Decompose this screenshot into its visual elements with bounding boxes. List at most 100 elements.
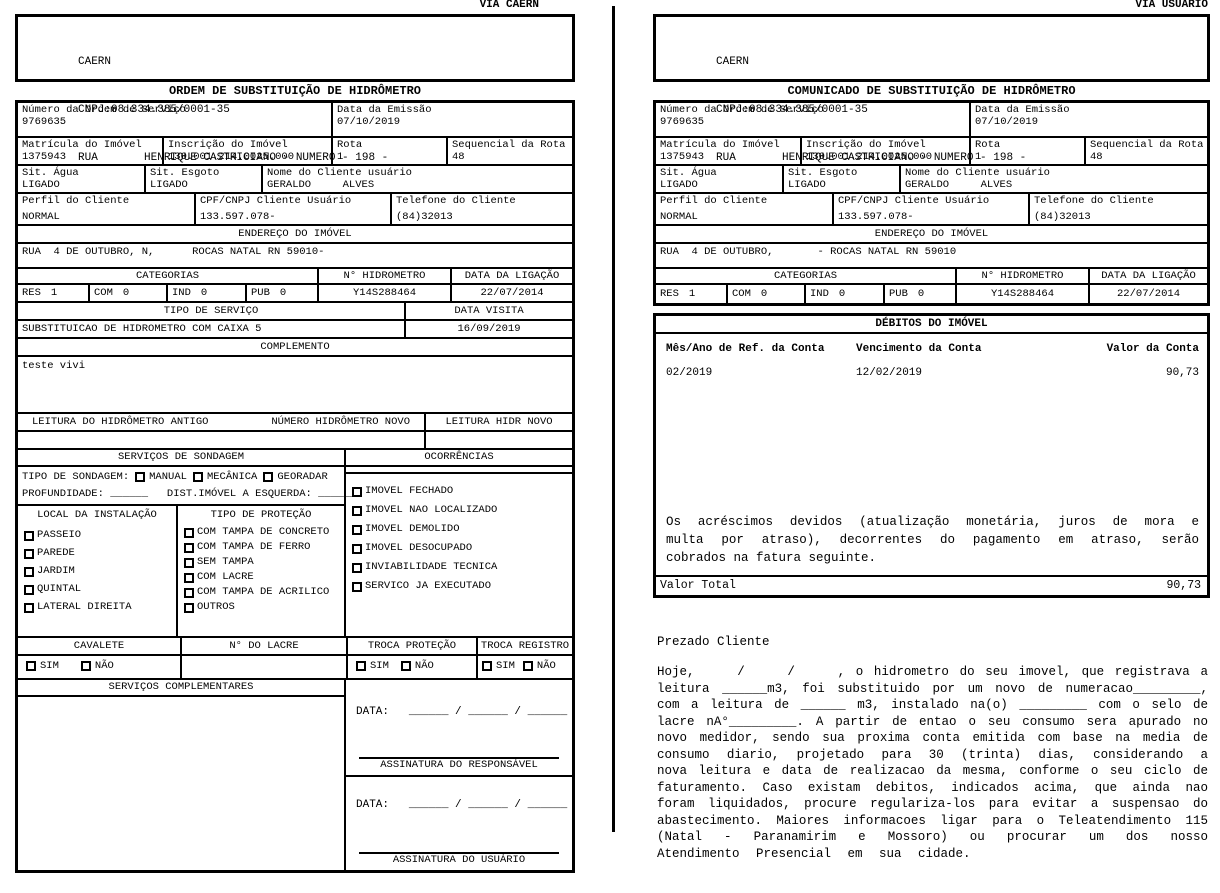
row-categories-values: RES 1 COM 0 IND 0 PUB 0 Y14S288464 22/07/201…	[656, 285, 1207, 303]
sit-esgoto-cell: Sit. Esgoto LIGADO	[146, 166, 263, 192]
cpf-value: 133.597.078-	[838, 211, 914, 223]
ocorrencia-desocupado: IMOVEL DESOCUPADO	[352, 543, 570, 554]
row-cavalete-values: SIM NÃO SIM NÃO SIM NÃO	[18, 656, 572, 680]
place-passeio: PASSEIO	[24, 530, 174, 541]
sit-esgoto-value: LIGADO	[150, 179, 188, 191]
sequencial-value: 48	[1090, 151, 1103, 163]
registro-sim-label: SIM	[496, 660, 515, 672]
debt-due-date: 12/02/2019	[856, 367, 923, 379]
complement-area: teste vivi	[18, 357, 572, 412]
protecao-nao-label: NÃO	[414, 660, 434, 672]
address-header: ENDEREÇO DO IMÓVEL	[874, 228, 989, 240]
checkbox-sem-tampa	[184, 557, 194, 568]
via-usuario-label: VIA USUARIO	[1135, 0, 1208, 11]
user-signature-line	[359, 852, 559, 854]
installation-place-header: LOCAL DA INSTALAÇÃO	[37, 509, 157, 521]
row-client: Perfil do Cliente NORMAL CPF/CNPJ Client…	[656, 194, 1207, 226]
client-name-label: Nome do Cliente usuário	[267, 167, 412, 179]
pub-cell: PUB 0	[885, 285, 957, 303]
responsible-signature-label: ASSINATURA DO RESPONSÁVEL	[380, 759, 538, 771]
row-categories-header: CATEGORIAS N° HIDROMETRO DATA DA LIGAÇÃO	[656, 269, 1207, 285]
quintal-label: QUINTAL	[37, 583, 82, 595]
sit-esgoto-cell: Sit. Esgoto LIGADO	[784, 166, 901, 192]
row-complement-header: COMPLEMENTO	[18, 339, 572, 357]
cavalete-sim: SIM	[26, 660, 59, 672]
hydrometer-header-text: N° HIDROMETRO	[343, 270, 426, 282]
order-number-cell: Número da Ordem de Serviço 9769635	[18, 103, 333, 136]
order-number-cell: Número da Ordem de Serviço 9769635	[656, 103, 971, 136]
telefone-cell: Telefone do Cliente (84)32013	[392, 194, 572, 224]
ocorrencia-executado: SERVICO JA EXECUTADO	[352, 581, 570, 592]
responsible-date-row: DATA: ______ / ______ / ______	[356, 706, 572, 718]
inscricao-label: Inscrição do Imóvel	[806, 139, 926, 151]
ocorrencias-column: OCORRÊNCIAS IMOVEL FECHADO IMOVEL NAO LO…	[346, 450, 572, 636]
row-order-number: Número da Ordem de Serviço 9769635 Data …	[18, 103, 572, 138]
user-date-row: DATA: ______ / ______ / ______	[356, 799, 572, 811]
company-name: CAERN	[716, 56, 750, 68]
sit-esgoto-label: Sit. Esgoto	[150, 167, 220, 179]
letter-line: foram liquidados, procure regulariza-los…	[657, 797, 1208, 811]
categories-header-text: CATEGORIAS	[135, 270, 199, 282]
order-number-label: Número da Ordem de Serviço	[660, 104, 824, 116]
new-reading-value-cell	[426, 432, 572, 448]
company-address: RUA HENRIQUE CASTRICIANO - NUMERO - 198 …	[716, 152, 1027, 164]
row-address: RUA 4 DE OUTUBRO, N, ROCAS NATAL RN 5901…	[18, 244, 572, 269]
debt-ref: 02/2019	[666, 367, 713, 379]
inviabilidade-label: INVIABILIDADE TECNICA	[365, 561, 498, 573]
form-title-left: ORDEM DE SUBSTITUIÇÃO DE HIDRÔMETRO	[168, 84, 422, 98]
form-via-caern: VIA CAERN CAERN CNPJ:08.334.385/0001-35 …	[15, 0, 575, 873]
row-sondagem: SERVIÇOS DE SONDAGEM TIPO DE SONDAGEM: M…	[18, 450, 572, 638]
ind-value: 0	[838, 288, 846, 300]
row-reading-values	[18, 432, 572, 450]
visit-date-text: 16/09/2019	[457, 323, 521, 335]
row-address: RUA 4 DE OUTUBRO, - ROCAS NATAL RN 59010	[656, 244, 1207, 269]
matricula-label: Matrícula do Imóvel	[22, 139, 142, 151]
responsible-signature-line	[359, 757, 559, 759]
sondagem-option-georadar: GEORADAR	[263, 471, 328, 483]
checkbox-com-lacre	[184, 572, 194, 583]
company-name: CAERN	[78, 56, 112, 68]
checkbox-tampa-concreto	[184, 527, 194, 538]
sondagem-type-row: TIPO DE SONDAGEM: MANUAL MECÂNICA GEORAD…	[18, 467, 344, 485]
rota-label: Rota	[337, 139, 363, 151]
res-value: 1	[688, 288, 696, 300]
via-caern-label: VIA CAERN	[479, 0, 539, 11]
page-vertical-divider	[612, 6, 615, 832]
parede-label: PAREDE	[37, 547, 75, 559]
letter-salutation: Prezado Cliente	[657, 635, 770, 649]
hydrometer-header: N° HIDROMETRO	[957, 269, 1090, 283]
user-date-label: DATA:	[356, 799, 390, 811]
checkbox-ja-executado	[352, 581, 362, 592]
pub-cell: PUB 0	[247, 285, 319, 301]
tampa-ferro-label: COM TAMPA DE FERRO	[197, 541, 311, 553]
rota-cell: Rota 1	[971, 138, 1086, 164]
res-label: RES	[660, 288, 679, 300]
sondagem-header: SERVIÇOS DE SONDAGEM	[18, 450, 344, 467]
checkbox-outros	[184, 602, 194, 613]
res-label: RES	[22, 287, 41, 299]
sondagem-option-mecanica: MECÂNICA	[192, 471, 257, 483]
cavalete-sim-label: SIM	[40, 660, 59, 672]
total-label: Valor Total	[660, 579, 736, 592]
sequencial-label: Sequencial da Rota	[452, 139, 566, 151]
demolido-label: IMOVEL DEMOLIDO	[365, 523, 460, 535]
rota-label: Rota	[975, 139, 1001, 151]
georadar-label: GEORADAR	[277, 471, 328, 483]
debt-row: 02/2019 12/02/2019 90,73	[656, 355, 1207, 379]
new-reading-header-cell: LEITURA HIDR NOVO	[426, 414, 572, 430]
address-header: ENDEREÇO DO IMÓVEL	[238, 228, 352, 240]
troca-registro-header: TROCA REGISTRO	[480, 640, 570, 652]
outros-label: OUTROS	[197, 601, 235, 613]
row-property: Matrícula do Imóvel 1375943 Inscrição do…	[18, 138, 572, 166]
sequencial-value: 48	[452, 151, 465, 163]
perfil-label: Perfil do Cliente	[22, 195, 130, 207]
protecao-sim-label: SIM	[370, 660, 389, 672]
troca-protecao-nao: NÃO	[400, 660, 434, 672]
cavalete-options: SIM NÃO	[18, 656, 182, 678]
row-situation: Sit. Água LIGADO Sit. Esgoto LIGADO Nome…	[656, 166, 1207, 194]
emission-date-value: 07/10/2019	[337, 116, 401, 128]
form-via-usuario: VIA USUARIO CAERN CNPJ:08.334.385/0001-3…	[653, 0, 1210, 862]
user-signature-box: DATA: ______ / ______ / ______ ASSINATUR…	[346, 777, 572, 870]
imovel-fechado-label: IMOVEL FECHADO	[365, 485, 454, 497]
late-fees-notice: Os acréscimos devidos (atualização monet…	[656, 513, 1207, 575]
